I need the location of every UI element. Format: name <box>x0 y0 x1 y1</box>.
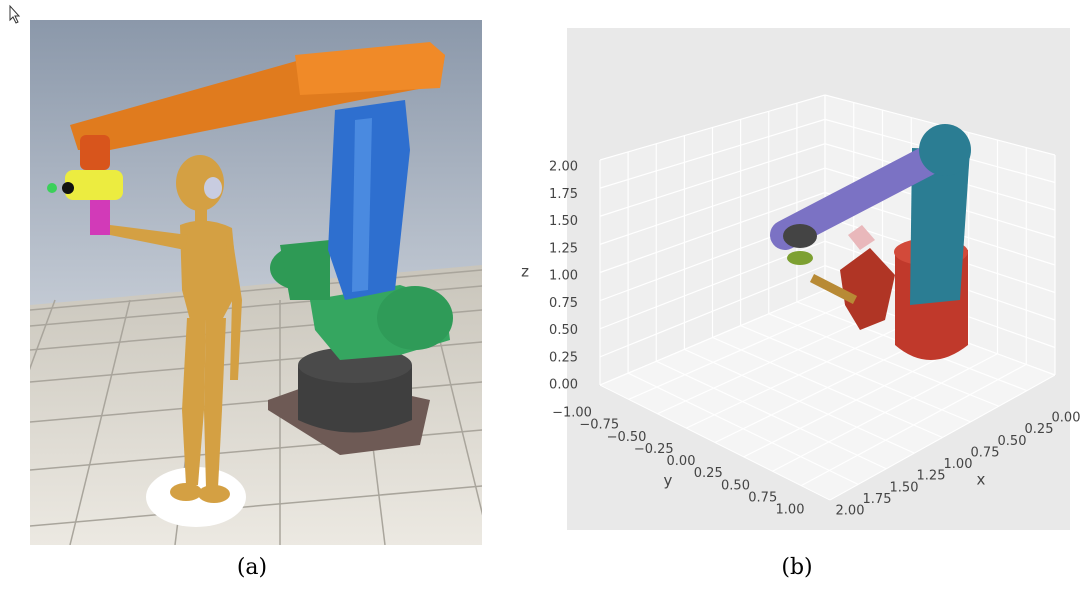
tool-target <box>47 183 57 193</box>
x-tick-label: 0.00 <box>1052 411 1081 426</box>
y-tick-label: 0.25 <box>694 466 723 481</box>
z-tick-label: 0.00 <box>549 378 578 393</box>
z-tick-label: 1.25 <box>549 241 578 256</box>
cursor <box>10 6 19 23</box>
z-tick-label: 1.00 <box>549 269 578 284</box>
x-tick-label: 1.75 <box>863 492 892 507</box>
x-axis-label: x <box>977 471 986 489</box>
panel-caption: (b) <box>781 555 812 580</box>
mannequin-face <box>204 177 222 199</box>
panel-caption: (a) <box>237 555 267 580</box>
x-tick-label: 0.25 <box>1025 422 1054 437</box>
handed-object <box>90 200 110 235</box>
z-tick-label: 2.00 <box>549 160 578 175</box>
y-tick-label: 1.00 <box>776 503 805 518</box>
figure: (a) 0.000.250.500.751.001.251.501.752.00… <box>0 0 1085 590</box>
z-tick-label: 0.50 <box>549 323 578 338</box>
z-tick-label: 0.75 <box>549 296 578 311</box>
y-tick-label: 0.75 <box>748 490 777 505</box>
z-tick-label: 1.50 <box>549 214 578 229</box>
mannequin-foot-right <box>198 485 230 503</box>
x-tick-label: 1.00 <box>944 457 973 472</box>
robot-motor <box>377 286 453 350</box>
model-tool <box>783 224 817 248</box>
z-tick-label: 1.75 <box>549 187 578 202</box>
y-axis-label: y <box>664 472 673 490</box>
x-tick-label: 0.75 <box>971 445 1000 460</box>
x-tick-label: 1.50 <box>890 480 919 495</box>
mannequin-foot <box>170 483 202 501</box>
z-axis-label: z <box>521 263 529 281</box>
x-tick-label: 0.50 <box>998 434 1027 449</box>
y-tick-label: 0.00 <box>667 454 696 469</box>
tool-nozzle <box>62 182 74 194</box>
y-tick-label: 0.50 <box>721 478 750 493</box>
robot-tool <box>65 170 123 200</box>
z-tick-label: 0.25 <box>549 350 578 365</box>
x-tick-label: 2.00 <box>836 504 865 519</box>
figure-canvas: (a) 0.000.250.500.751.001.251.501.752.00… <box>0 0 1085 590</box>
model-target <box>787 251 813 265</box>
robot-wrist <box>80 135 110 170</box>
x-tick-label: 1.25 <box>917 469 946 484</box>
model-shoulder <box>919 124 971 176</box>
